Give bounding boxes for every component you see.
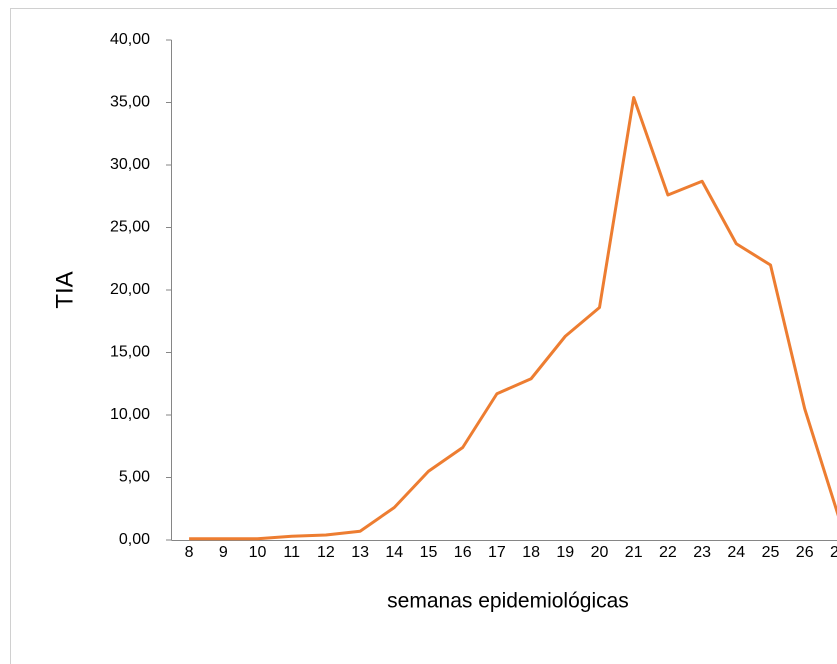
x-tick-label: 18 [522,544,540,561]
y-tick-label: 25,00 [110,219,150,236]
x-tick-label: 14 [385,544,403,561]
x-tick-label: 10 [249,544,267,561]
x-tick-label: 12 [317,544,335,561]
x-tick-label: 15 [420,544,438,561]
y-tick-label: 20,00 [110,281,150,298]
x-tick-label: 19 [556,544,574,561]
x-tick-label: 23 [693,544,711,561]
y-tick-label: 30,00 [110,156,150,173]
x-tick-label: 16 [454,544,472,561]
x-tick-label: 27 [830,544,837,561]
x-tick-label: 17 [488,544,506,561]
y-tick-label: 5,00 [119,469,150,486]
series-line [189,96,837,541]
x-tick-label: 21 [625,544,643,561]
x-tick-label: 20 [591,544,609,561]
x-tick-label: 22 [659,544,677,561]
y-tick-label: 15,00 [110,344,150,361]
x-tick-label: 13 [351,544,369,561]
x-axis-title: semanas epidemiológicas [387,590,629,613]
x-tick-label: 24 [727,544,745,561]
x-tick-label: 8 [185,544,194,561]
y-tick-label: 0,00 [119,531,150,548]
y-tick-label: 40,00 [110,31,150,48]
y-tick-label: 35,00 [110,94,150,111]
y-tick-label: 10,00 [110,406,150,423]
x-tick-label: 9 [219,544,228,561]
x-tick-label: 11 [283,544,300,561]
y-axis-title: TIA [51,271,78,308]
chart-border [10,8,837,664]
x-tick-label: 25 [762,544,780,561]
x-tick-label: 26 [796,544,814,561]
